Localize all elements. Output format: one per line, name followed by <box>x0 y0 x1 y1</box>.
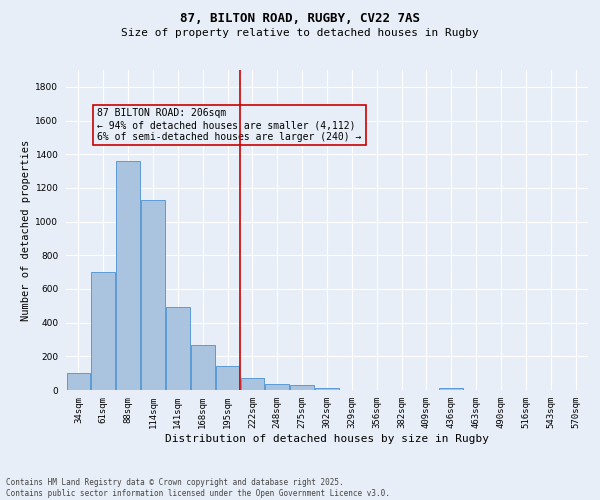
Y-axis label: Number of detached properties: Number of detached properties <box>21 140 31 320</box>
Text: Contains HM Land Registry data © Crown copyright and database right 2025.
Contai: Contains HM Land Registry data © Crown c… <box>6 478 390 498</box>
Bar <box>116 161 140 390</box>
Bar <box>91 272 115 390</box>
Bar <box>241 378 264 390</box>
Bar <box>290 384 314 390</box>
Bar <box>216 366 239 390</box>
Bar <box>166 308 190 390</box>
Text: 87, BILTON ROAD, RUGBY, CV22 7AS: 87, BILTON ROAD, RUGBY, CV22 7AS <box>180 12 420 26</box>
X-axis label: Distribution of detached houses by size in Rugby: Distribution of detached houses by size … <box>165 434 489 444</box>
Text: 87 BILTON ROAD: 206sqm
← 94% of detached houses are smaller (4,112)
6% of semi-d: 87 BILTON ROAD: 206sqm ← 94% of detached… <box>97 108 362 142</box>
Bar <box>67 373 90 390</box>
Bar <box>315 388 339 390</box>
Bar <box>265 384 289 390</box>
Bar <box>191 344 215 390</box>
Bar <box>439 388 463 390</box>
Bar <box>141 200 165 390</box>
Text: Size of property relative to detached houses in Rugby: Size of property relative to detached ho… <box>121 28 479 38</box>
